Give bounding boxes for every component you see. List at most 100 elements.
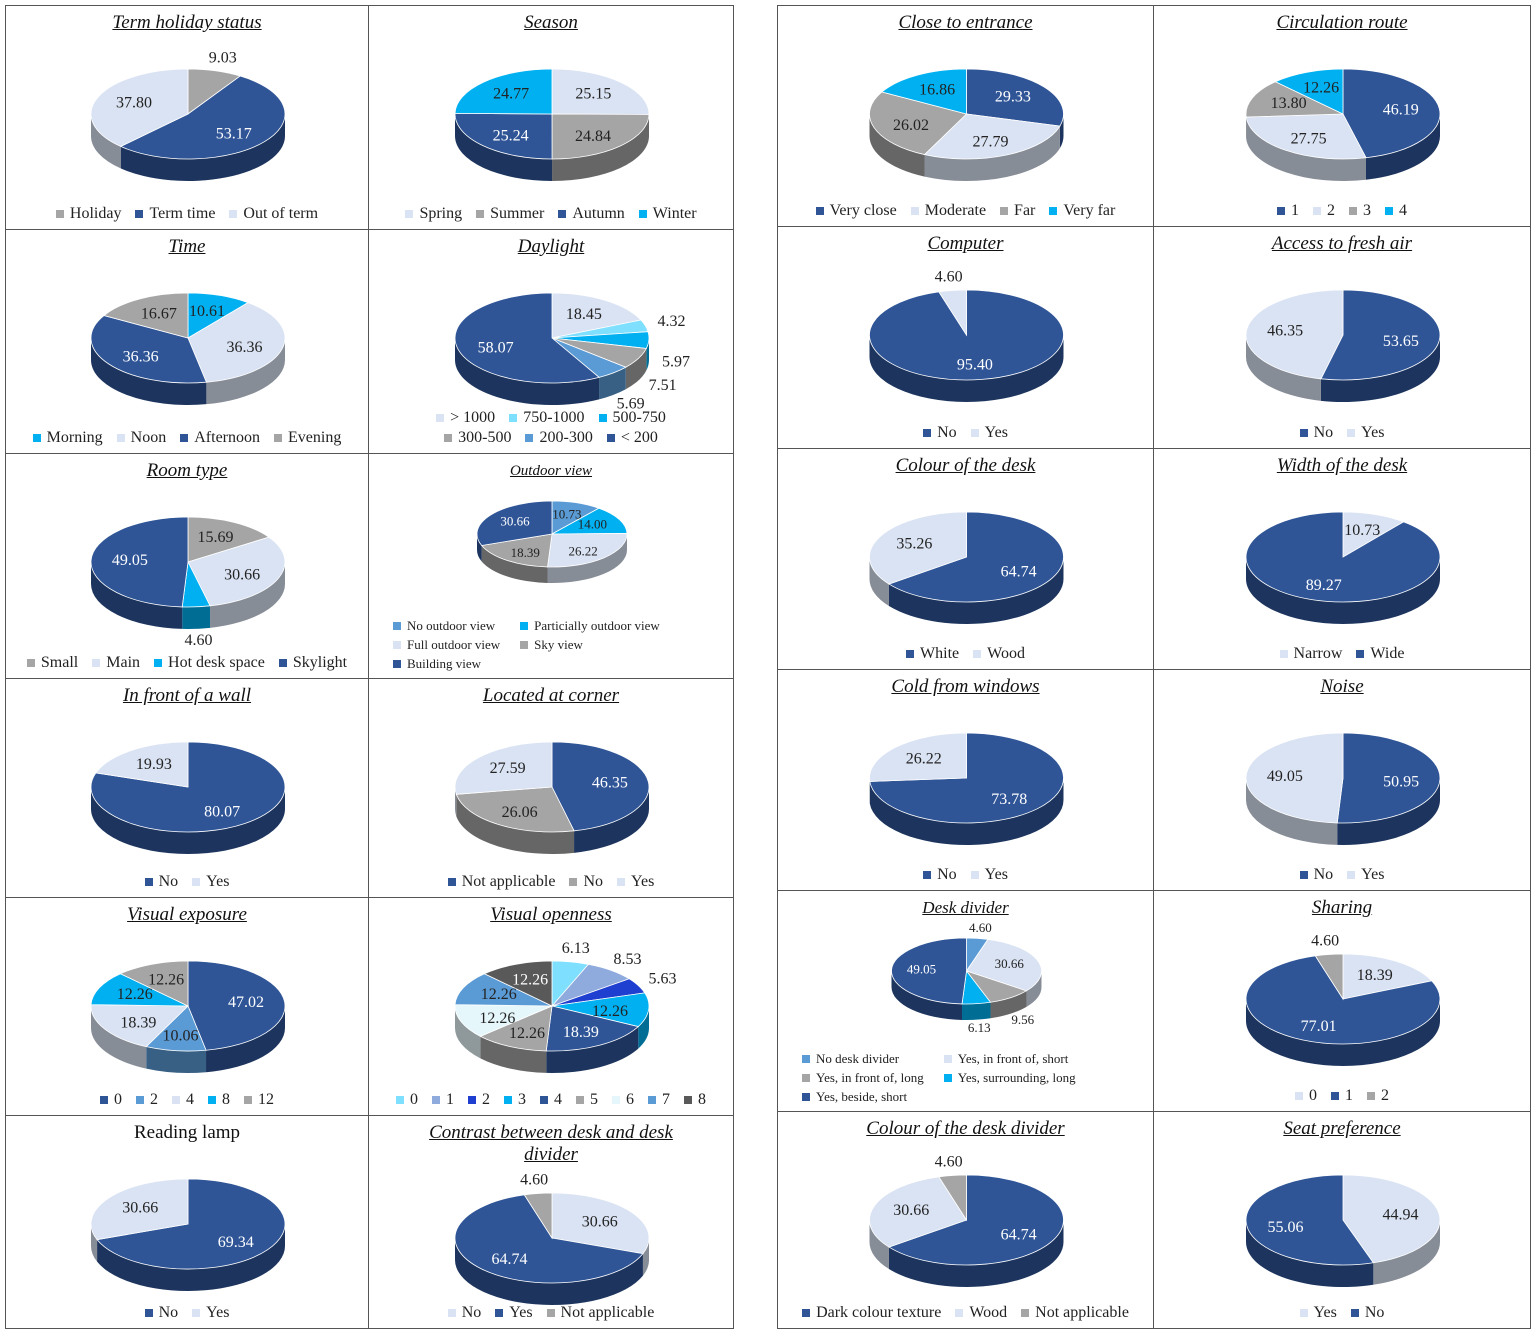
legend-label: Winter: [652, 205, 697, 222]
legend-label: No: [158, 1304, 179, 1321]
legend: 0 2 4 8 12: [6, 1091, 368, 1109]
legend-item: 3: [1349, 202, 1371, 220]
data-label: 37.80: [116, 95, 152, 112]
pie-side: [869, 1220, 889, 1270]
pie-chart: 50.95 49.05: [1245, 732, 1441, 845]
legend-item: Very far: [1049, 202, 1115, 220]
legend-label: 1: [1345, 1087, 1353, 1104]
pie-side: [182, 605, 211, 629]
data-label: 58.07: [478, 339, 514, 356]
pie-slice: [551, 741, 650, 832]
legend-label: 3: [518, 1091, 526, 1108]
pie-slice: [479, 1005, 553, 1052]
chart-cell: 47.02 10.06 18.39 12.26 12.26 Visual exposure…: [5, 897, 369, 1116]
pie-slice: [1245, 955, 1441, 1045]
pie-slice: [1342, 1174, 1441, 1264]
legend-label: Yes: [1361, 866, 1385, 883]
pie-side: [1337, 778, 1440, 845]
legend-swatch: [943, 1055, 952, 1063]
pie-slice: [869, 1176, 968, 1248]
pie-side: [91, 1006, 147, 1069]
legend-swatch: [558, 210, 567, 218]
legend-label: Yes: [1313, 1304, 1337, 1321]
legend-item: 1: [432, 1091, 454, 1109]
pie-chart: 64.74 35.26: [869, 511, 1064, 624]
pie-side: [1320, 335, 1440, 402]
data-label: 64.74: [1001, 1227, 1037, 1244]
data-label: 18.39: [563, 1024, 599, 1041]
pie-chart: 95.40 4.60: [869, 269, 1064, 402]
data-label: 25.15: [575, 86, 611, 103]
legend-item: Wood: [955, 1304, 1007, 1322]
legend-item: 0: [100, 1091, 122, 1109]
pie-chart: 6.138.535.6312.2618.3912.2612.2612.2612.…: [454, 940, 677, 1073]
chart-cell: 53.65 46.35 Access to fresh air No Yes: [1153, 226, 1531, 449]
data-label: 12.26: [512, 972, 548, 989]
legend-item: No: [1299, 866, 1333, 884]
pie-side: [646, 338, 649, 371]
pie-chart: 73.78 26.22: [869, 732, 1064, 845]
pie-side: [869, 778, 1064, 845]
legend-item: 6: [612, 1091, 634, 1109]
pie-side: [625, 348, 647, 390]
legend-item: 2: [468, 1091, 490, 1109]
legend-swatch: [32, 434, 41, 442]
legend-item: 300-500: [444, 429, 511, 447]
legend-item: No outdoor view: [393, 618, 500, 634]
pie-slice: [187, 302, 286, 383]
legend: Spring Summer Autumn Winter: [369, 205, 733, 223]
legend-swatch: [136, 1096, 144, 1104]
data-label: 49.05: [1267, 768, 1303, 785]
data-label: 46.19: [1383, 101, 1419, 118]
legend-swatch: [1299, 1309, 1308, 1317]
data-label: 30.66: [893, 1202, 929, 1219]
pie-side: [1246, 335, 1321, 401]
data-label: 10.61: [189, 303, 225, 320]
legend-label: Morning: [46, 429, 103, 446]
legend-item: Term time: [135, 205, 215, 223]
legend-swatch: [802, 1309, 811, 1317]
pie-slice: [551, 292, 642, 339]
data-label: 27.79: [973, 133, 1009, 150]
data-label: 12.26: [592, 1003, 628, 1020]
legend-swatch: [1331, 1092, 1339, 1100]
pie-side: [642, 1238, 649, 1276]
legend-label: Term time: [149, 205, 216, 222]
pie-slice: [869, 511, 967, 585]
pie-side: [480, 1036, 547, 1073]
data-label: 18.39: [1357, 967, 1393, 984]
pie-slice: [523, 1192, 553, 1240]
chart-title: Visual openness: [490, 904, 612, 925]
legend: No Yes Not applicable: [369, 1304, 733, 1322]
legend-item: 3: [504, 1091, 526, 1109]
legend-label: Not applicable: [1035, 1304, 1129, 1321]
legend-item: Wood: [973, 645, 1025, 663]
pie-slice: [90, 1178, 189, 1241]
data-label: 25.24: [493, 128, 529, 145]
legend-label: 300-500: [458, 429, 512, 446]
legend-label: Afternoon: [194, 429, 260, 446]
legend-item: 750-1000: [509, 409, 585, 427]
pie-slice: [1320, 289, 1441, 381]
legend-swatch: [436, 414, 445, 422]
legend-swatch: [525, 434, 534, 442]
legend-item: Yes: [1299, 1304, 1337, 1322]
legend: No desk divider Yes, in front of, short Ye…: [778, 1051, 1153, 1105]
pie-slice: [1245, 289, 1344, 380]
legend-item: 8: [208, 1091, 230, 1109]
chart-cell: 10.73 14.00 26.22 18.39 30.66 Outdoor view No …: [368, 453, 734, 679]
legend-swatch: [1385, 207, 1393, 215]
data-label: 24.84: [575, 128, 611, 145]
data-label: 7.51: [649, 377, 677, 394]
chart-title: Outdoor view: [509, 463, 593, 479]
legend-label: No: [1313, 424, 1334, 441]
pie-slice: [888, 1174, 1064, 1266]
data-label: 30.66: [995, 956, 1025, 971]
legend-label: Wide: [1370, 645, 1405, 662]
pie-side: [599, 367, 626, 400]
legend-swatch: [1295, 1092, 1303, 1100]
legend: Morning Noon Afternoon Evening: [6, 429, 368, 447]
legend-item: 0: [396, 1091, 418, 1109]
pie-side: [206, 1006, 285, 1073]
legend-item: Moderate: [910, 202, 986, 220]
